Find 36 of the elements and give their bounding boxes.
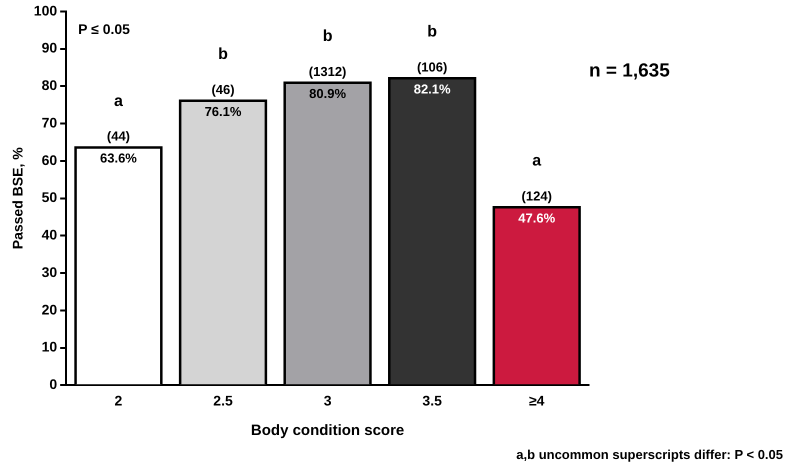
text: a,b uncommon superscripts differ: P < 0.05 — [516, 447, 783, 462]
x-axis-title: Body condition score — [250, 422, 404, 440]
annotation: b — [427, 24, 438, 41]
y-tick-label: 100 — [34, 2, 58, 18]
data-label: 76.1% — [204, 104, 242, 119]
annotation: (46) — [211, 82, 235, 97]
annotation: b — [322, 28, 333, 46]
y-tick-label: 90 — [42, 40, 58, 56]
annotation: (44) — [106, 128, 130, 144]
annotation: (124) — [522, 188, 552, 204]
x-tick-label: 3 — [324, 392, 332, 408]
y-tick-label: 30 — [42, 264, 58, 280]
x-tick-label: 2.5 — [213, 392, 233, 408]
annotation: P ≤ 0.05 — [78, 20, 130, 37]
annotation: (106) — [416, 59, 448, 74]
data-label: 63.6% — [100, 150, 138, 166]
annotation: (1312) — [308, 64, 346, 79]
y-tick-label: 50 — [42, 189, 58, 206]
y-tick-label: 60 — [42, 152, 58, 168]
annotation: a — [532, 152, 542, 170]
y-tick-label: 70 — [42, 114, 58, 130]
y-tick-label: 20 — [42, 301, 58, 318]
y-tick-label: 10 — [42, 338, 58, 355]
y-axis-title: Passed BSE, % — [9, 146, 26, 250]
x-tick-label: ≥4 — [528, 392, 545, 408]
data-label: 82.1% — [414, 81, 452, 96]
annotation: a — [114, 92, 123, 110]
x-tick-label: 3.5 — [422, 392, 442, 408]
x-tick-label: 2 — [114, 392, 123, 408]
data-label: 80.9% — [309, 86, 346, 101]
y-tick-label: 80 — [42, 77, 58, 94]
data-label: 47.6% — [518, 210, 556, 226]
y-tick-label: 40 — [42, 226, 58, 243]
y-tick-label: 0 — [49, 376, 58, 392]
annotation: n = 1,635 — [589, 60, 670, 82]
annotation: b — [218, 46, 228, 64]
